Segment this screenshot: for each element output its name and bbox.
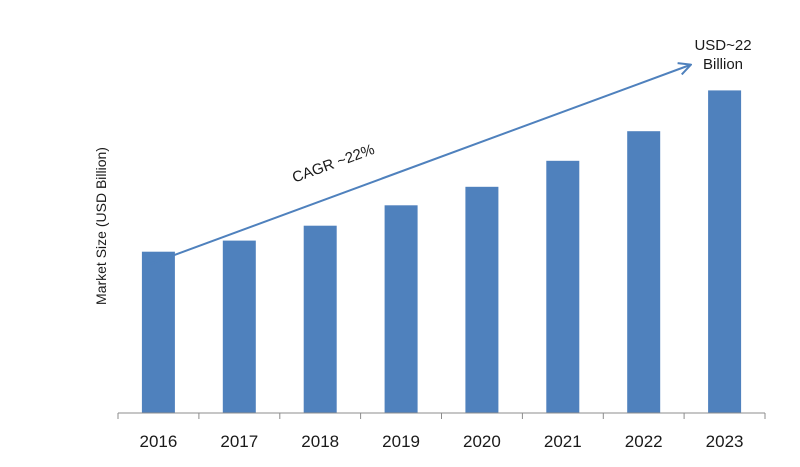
x-tick-label-2022: 2022: [625, 432, 663, 451]
cagr-annotation: CAGR ~22%: [290, 141, 377, 186]
end-value-annotation-line2: Billion: [703, 56, 743, 73]
x-tick-label-2021: 2021: [544, 432, 582, 451]
bar-2020: [465, 186, 499, 413]
x-tick-label-2018: 2018: [301, 432, 339, 451]
y-axis-title: Market Size (USD Billion): [93, 147, 109, 305]
x-tick-label-2020: 2020: [463, 432, 501, 451]
bar-2021: [546, 160, 580, 413]
bar-2017: [222, 240, 256, 413]
bar-2016: [141, 251, 175, 413]
bar-2023: [708, 90, 742, 414]
end-value-annotation-line1: USD~22: [694, 37, 751, 54]
x-tick-marks: [117, 413, 766, 419]
bar-2018: [303, 225, 337, 413]
x-tick-label-2023: 2023: [706, 432, 744, 451]
x-tick-label-2017: 2017: [220, 432, 258, 451]
bars-group: [141, 90, 742, 414]
x-tick-label-2019: 2019: [382, 432, 420, 451]
bar-2022: [627, 131, 661, 413]
x-tick-label-2016: 2016: [139, 432, 177, 451]
growth-trend-arrow: [149, 65, 690, 265]
x-tick-labels: 2016 2017 2018 2019 2020 2021 2022 2023: [139, 432, 743, 451]
bar-2019: [384, 205, 418, 413]
